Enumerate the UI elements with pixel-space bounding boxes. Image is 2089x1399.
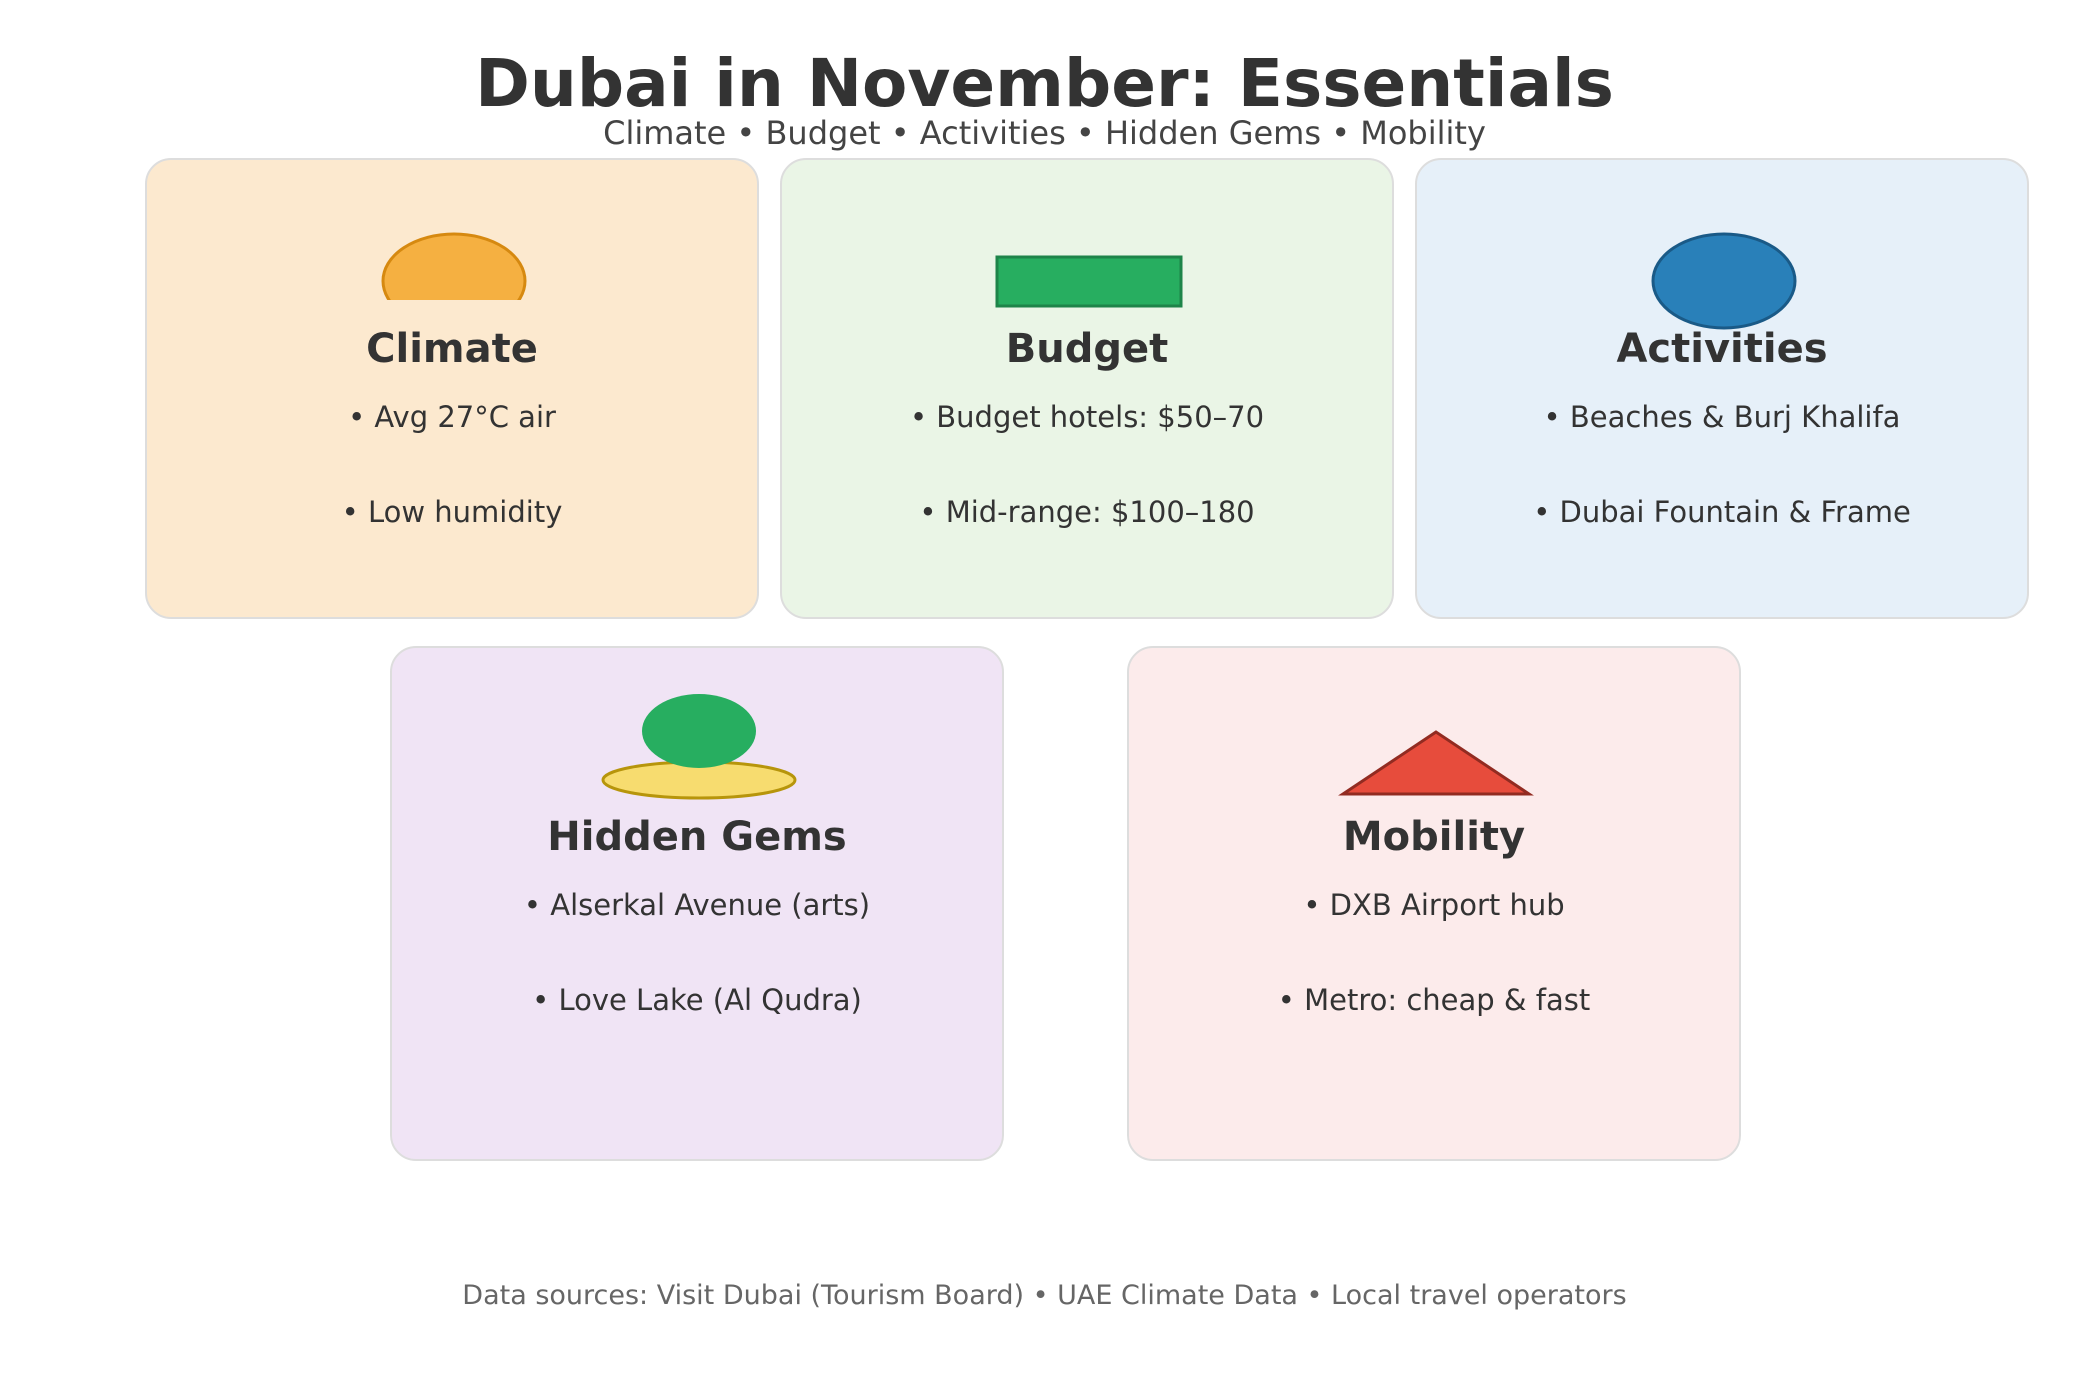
triangle-icon (1338, 730, 1534, 796)
page-title: Dubai in November: Essentials (475, 45, 1614, 122)
card-activities: Activities • Beaches & Burj Khalifa • Du… (1415, 158, 2029, 619)
card-title: Climate (366, 326, 538, 372)
card-bullet: • Love Lake (Al Qudra) (532, 983, 862, 1017)
card-budget: Budget • Budget hotels: $50–70 • Mid-ran… (780, 158, 1394, 619)
card-bullet: • Mid-range: $100–180 (919, 495, 1255, 529)
oasis-icon (601, 694, 797, 800)
data-sources-footer: Data sources: Visit Dubai (Tourism Board… (462, 1280, 1627, 1311)
card-bullet: • Dubai Fountain & Frame (1533, 495, 1911, 529)
card-hidden-gems: Hidden Gems • Alserkal Avenue (arts) • L… (390, 646, 1004, 1161)
card-bullet: • Avg 27°C air (348, 400, 556, 434)
card-bullet: • Alserkal Avenue (arts) (523, 888, 871, 922)
card-title: Activities (1616, 326, 1828, 372)
card-title: Mobility (1342, 814, 1526, 860)
card-bullet: • DXB Airport hub (1303, 888, 1565, 922)
card-climate: Climate • Avg 27°C air • Low humidity (145, 158, 759, 619)
ball-icon (1651, 232, 1797, 330)
card-bullet: • Low humidity (341, 495, 563, 529)
card-title: Budget (1005, 326, 1169, 372)
banknote-icon (995, 255, 1183, 308)
card-bullet: • Budget hotels: $50–70 (909, 400, 1265, 434)
card-bullet: • Beaches & Burj Khalifa (1543, 400, 1901, 434)
card-bullet: • Metro: cheap & fast (1277, 983, 1591, 1017)
card-mobility: Mobility • DXB Airport hub • Metro: chea… (1127, 646, 1741, 1161)
sun-icon (381, 232, 527, 300)
card-title: Hidden Gems (547, 814, 847, 860)
page-subtitle: Climate • Budget • Activities • Hidden G… (603, 114, 1486, 152)
